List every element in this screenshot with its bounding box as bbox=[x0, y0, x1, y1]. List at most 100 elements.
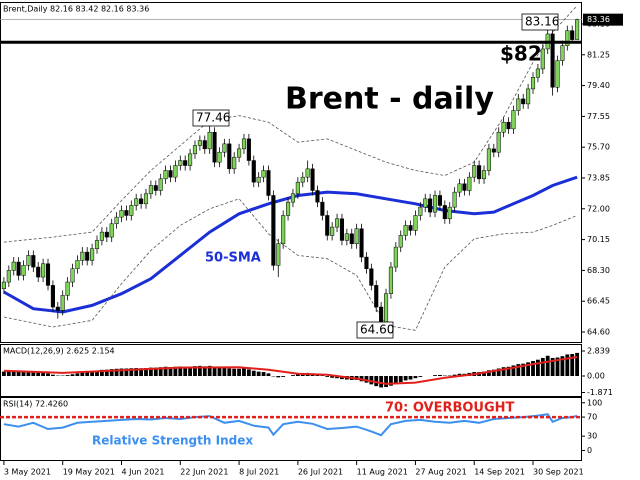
candle-body bbox=[344, 233, 349, 241]
annotation-box bbox=[356, 321, 394, 339]
macd-bar bbox=[516, 364, 521, 377]
macd-bar bbox=[227, 368, 232, 377]
candle-body bbox=[70, 268, 75, 283]
y-tick-label: 64.60 bbox=[587, 328, 610, 337]
candle-body bbox=[511, 110, 516, 130]
macd-bar bbox=[261, 372, 266, 377]
x-tick-label: 3 May 2021 bbox=[4, 468, 51, 477]
macd-bar bbox=[222, 367, 227, 377]
candle-body bbox=[104, 231, 109, 238]
macd-bar bbox=[374, 376, 379, 387]
candle-body bbox=[393, 246, 398, 268]
candle-body bbox=[521, 98, 526, 105]
candle-body bbox=[1, 281, 6, 289]
macd-bar bbox=[521, 363, 526, 377]
candle-body bbox=[139, 198, 144, 205]
macd-bar bbox=[369, 376, 374, 385]
x-tick-label: 26 Jul 2021 bbox=[298, 468, 343, 477]
candle-body bbox=[300, 176, 305, 183]
macd-bar bbox=[418, 376, 423, 377]
candle-body bbox=[99, 231, 104, 241]
candle-body bbox=[486, 148, 491, 171]
macd-bar bbox=[2, 371, 6, 377]
x-tick-label: 11 Aug 2021 bbox=[357, 468, 408, 477]
macd-bar bbox=[148, 367, 153, 377]
macd-bar bbox=[295, 374, 300, 377]
candle-body bbox=[232, 156, 237, 170]
macd-bar bbox=[104, 369, 109, 377]
x-tick-label: 14 Sep 2021 bbox=[474, 468, 525, 477]
y-tick-label: 0.00 bbox=[587, 372, 605, 381]
candle-body bbox=[290, 193, 296, 203]
macd-bar bbox=[134, 368, 139, 377]
candle-body bbox=[540, 48, 545, 70]
macd-bar bbox=[403, 376, 408, 381]
candle-body bbox=[472, 165, 477, 178]
candle-body bbox=[192, 145, 198, 155]
pane-plot bbox=[0, 5, 582, 333]
candle-body bbox=[41, 263, 46, 278]
candle-body bbox=[114, 216, 119, 225]
macd-bar bbox=[266, 373, 271, 377]
candle-body bbox=[286, 201, 291, 216]
candle-body bbox=[364, 256, 369, 269]
candle-body bbox=[36, 266, 41, 278]
x-tick-label: 22 Jun 2021 bbox=[180, 468, 228, 477]
macd-bar bbox=[511, 365, 516, 377]
macd-bar bbox=[232, 368, 237, 377]
candle-body bbox=[349, 233, 354, 245]
macd-bar bbox=[31, 371, 36, 377]
candle-body bbox=[266, 170, 271, 196]
macd-bar bbox=[11, 370, 16, 377]
macd-bar bbox=[452, 374, 457, 377]
candle-body bbox=[251, 160, 256, 183]
candle-body bbox=[6, 270, 11, 283]
rsi-pane bbox=[0, 397, 582, 461]
candle-body bbox=[428, 198, 433, 213]
candle-body bbox=[246, 138, 251, 161]
y-tick-label: 75.70 bbox=[587, 143, 610, 152]
candle-body bbox=[16, 261, 21, 276]
macd-bar bbox=[413, 376, 418, 379]
candle-body bbox=[153, 185, 158, 191]
candle-body bbox=[124, 210, 129, 216]
candle-body bbox=[437, 195, 442, 206]
macd-bar bbox=[36, 372, 41, 377]
candle-body bbox=[217, 151, 222, 163]
macd-bar bbox=[398, 376, 403, 383]
candle-body bbox=[134, 198, 139, 206]
candle-body bbox=[325, 215, 330, 236]
candle-body bbox=[305, 168, 310, 178]
y-tick-label: 66.45 bbox=[587, 297, 610, 306]
y-tick-label: -1.871 bbox=[587, 388, 613, 397]
candle-body bbox=[241, 138, 247, 150]
candle-body bbox=[560, 45, 565, 61]
y-tick-label: 77.55 bbox=[587, 112, 610, 121]
candle-body bbox=[26, 255, 31, 266]
candle-body bbox=[491, 148, 496, 153]
candle-body bbox=[158, 178, 163, 191]
macd-bar bbox=[163, 366, 168, 377]
macd-bar bbox=[51, 374, 55, 377]
candle-body bbox=[50, 285, 55, 308]
candle-body bbox=[109, 223, 114, 238]
x-tick-label: 8 Jul 2021 bbox=[239, 468, 279, 477]
macd-bar bbox=[202, 366, 207, 377]
candle-body bbox=[550, 33, 555, 88]
candle-body bbox=[65, 281, 70, 296]
macd-bar bbox=[276, 376, 281, 378]
candle-body bbox=[467, 176, 472, 191]
x-tick-label: 19 May 2021 bbox=[63, 468, 115, 477]
candle-body bbox=[197, 140, 202, 146]
candle-body bbox=[276, 243, 281, 266]
candle-body bbox=[261, 170, 266, 178]
candle-body bbox=[516, 98, 521, 111]
candle-body bbox=[570, 30, 575, 40]
candle-body bbox=[173, 165, 178, 178]
candle-body bbox=[496, 131, 501, 153]
macd-bar bbox=[384, 376, 388, 388]
x-tick-label: 27 Aug 2021 bbox=[415, 468, 466, 477]
annotation: Brent - daily bbox=[285, 82, 494, 117]
macd-bar bbox=[550, 357, 555, 377]
candle-body bbox=[530, 77, 536, 90]
